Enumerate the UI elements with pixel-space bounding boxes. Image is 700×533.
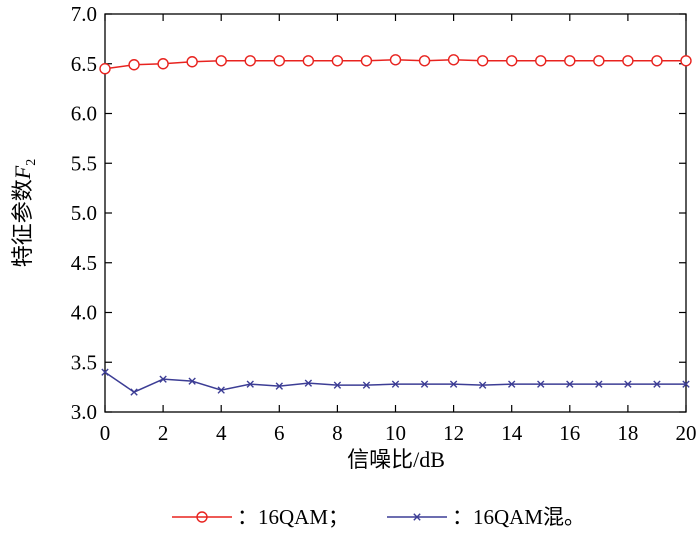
- series-layer: [99, 54, 692, 396]
- data-point-series-2: [362, 381, 371, 389]
- x-axis-label: 信噪比/dB: [347, 447, 445, 472]
- x-tick-label: 18: [617, 421, 638, 445]
- data-point-series-1: [651, 55, 663, 67]
- y-tick-label: 5.0: [71, 201, 97, 225]
- y-axis-label-subscript: 2: [24, 159, 39, 166]
- data-point-series-2: [653, 380, 661, 388]
- data-point-series-1: [99, 63, 111, 75]
- data-point-series-2: [508, 380, 516, 388]
- data-point-series-2: [275, 382, 283, 390]
- y-tick-label: 7.0: [71, 2, 97, 26]
- data-point-series-2: [566, 380, 574, 388]
- y-tick-label: 6.0: [71, 102, 97, 126]
- y-tick-label: 3.0: [71, 400, 97, 424]
- x-tick-label: 10: [385, 421, 406, 445]
- legend-label-series-1: ：16QAM；: [237, 505, 349, 529]
- x-tick-label: 14: [501, 421, 523, 445]
- data-point-series-1: [273, 55, 285, 67]
- data-point-series-1: [680, 55, 692, 67]
- series-line-2: [104, 371, 686, 393]
- data-point-series-2: [130, 388, 138, 396]
- data-point-series-2: [449, 380, 458, 388]
- x-tick-label: 8: [332, 421, 343, 445]
- data-point-series-2: [391, 380, 400, 388]
- axis-ticks: 0 2 4 6 8 10 12 14 16 18 20 3.0 3.5 4.0 4.5 5.0 5.5 6.0 6.…: [71, 2, 697, 445]
- data-point-series-1: [622, 55, 634, 67]
- data-point-series-1: [128, 59, 140, 71]
- x-tick-label: 4: [216, 421, 227, 445]
- data-point-series-2: [304, 379, 313, 387]
- legend-marker-series-1: [196, 511, 208, 523]
- data-point-series-1: [157, 58, 169, 70]
- data-point-series-2: [595, 380, 603, 388]
- data-point-series-2: [159, 375, 167, 383]
- y-tick-label: 4.0: [71, 301, 97, 325]
- data-point-series-2: [188, 377, 196, 385]
- y-axis-label: 特征参数F2: [10, 159, 39, 267]
- y-tick-label: 3.5: [71, 350, 97, 374]
- legend-label-series-2: ：16QAM混。: [452, 505, 585, 529]
- data-point-series-2: [101, 368, 109, 376]
- plot-frame: [104, 13, 687, 413]
- data-point-series-2: [624, 380, 632, 388]
- data-point-series-2: [537, 380, 545, 388]
- data-point-series-2: [420, 380, 429, 388]
- data-point-series-1: [244, 55, 256, 67]
- legend: ：16QAM； ：16QAM混。: [172, 505, 585, 529]
- x-tick-label: 12: [443, 421, 464, 445]
- data-point-series-1: [186, 56, 198, 68]
- data-point-series-1: [506, 55, 518, 67]
- y-tick-label: 6.5: [71, 52, 97, 76]
- data-point-series-1: [360, 55, 373, 67]
- data-point-series-1: [215, 55, 227, 67]
- data-point-series-2: [682, 380, 690, 388]
- x-tick-label: 16: [559, 421, 580, 445]
- data-point-series-1: [593, 55, 605, 67]
- data-point-series-2: [217, 386, 225, 394]
- legend-marker-series-2: [413, 513, 421, 521]
- data-point-series-1: [535, 55, 547, 67]
- data-point-series-1: [476, 55, 489, 67]
- data-point-series-2: [333, 381, 342, 389]
- y-tick-label: 4.5: [71, 251, 97, 275]
- y-tick-label: 5.5: [71, 151, 97, 175]
- data-point-series-2: [246, 380, 254, 388]
- x-tick-label: 2: [158, 421, 169, 445]
- data-point-series-1: [302, 55, 315, 67]
- x-tick-label: 0: [100, 421, 111, 445]
- x-tick-label: 6: [274, 421, 285, 445]
- data-point-series-1: [389, 54, 402, 66]
- data-point-series-1: [418, 55, 431, 67]
- x-tick-label: 20: [676, 421, 697, 445]
- y-axis-label-symbol: F: [10, 165, 35, 180]
- data-point-series-2: [478, 381, 487, 389]
- y-axis-label-text: 特征参数: [10, 179, 35, 267]
- data-point-series-1: [447, 54, 460, 66]
- data-point-series-1: [331, 55, 344, 67]
- legend-x-mark: [413, 513, 421, 521]
- data-point-series-1: [564, 55, 576, 67]
